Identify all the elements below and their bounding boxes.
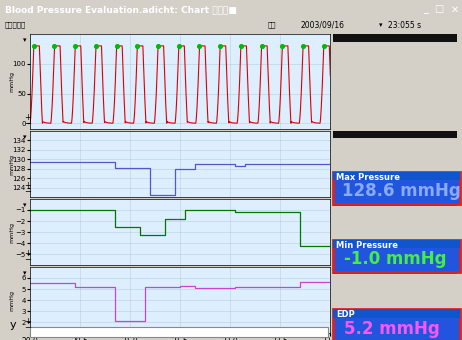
- Text: +: +: [24, 317, 31, 326]
- Point: [92, 43, 100, 49]
- Text: ▾: ▾: [23, 134, 27, 140]
- Point: [154, 43, 162, 49]
- Text: y: y: [9, 320, 16, 330]
- Text: ▸ スタート: ▸ スタート: [337, 321, 364, 330]
- Text: ✕: ✕: [451, 4, 459, 14]
- Text: EDP: EDP: [335, 268, 347, 273]
- Point: [30, 43, 37, 49]
- Text: チャンネル: チャンネル: [5, 22, 26, 29]
- Text: +: +: [24, 249, 31, 258]
- Text: _: _: [423, 4, 427, 14]
- Text: ▾: ▾: [23, 37, 27, 44]
- Text: 128.6 mmHg: 128.6 mmHg: [342, 182, 461, 200]
- Text: □: □: [434, 4, 444, 14]
- Bar: [30, 327, 328, 337]
- Text: Min Pressure: Min Pressure: [335, 200, 375, 205]
- Text: mmHg: mmHg: [9, 222, 14, 242]
- Point: [175, 43, 182, 49]
- Text: Min Pressure: Min Pressure: [336, 241, 398, 250]
- Text: ▾: ▾: [23, 270, 27, 276]
- Text: Max Pressure: Max Pressure: [336, 173, 401, 182]
- Text: 23:055 s: 23:055 s: [388, 21, 421, 30]
- Text: −: −: [24, 256, 31, 265]
- Text: ▾-1.0 mmHg: ▾-1.0 mmHg: [335, 200, 376, 206]
- Point: [258, 43, 265, 49]
- Text: Max Pressure: Max Pressure: [335, 132, 377, 137]
- Point: [196, 43, 203, 49]
- Text: −: −: [24, 120, 31, 129]
- Point: [51, 43, 58, 49]
- Point: [279, 43, 286, 49]
- Text: 追加: 追加: [268, 22, 276, 29]
- Text: +: +: [24, 181, 31, 190]
- Text: Ventricular Pressure: Ventricular Pressure: [335, 36, 398, 40]
- Point: [113, 43, 120, 49]
- Text: -1.0 mmHg: -1.0 mmHg: [344, 250, 447, 268]
- Text: ▾5.2 mmHg: ▾5.2 mmHg: [335, 268, 373, 274]
- Text: EDP: EDP: [336, 310, 355, 319]
- Text: 5.2 mmHg: 5.2 mmHg: [344, 320, 440, 338]
- Point: [217, 43, 224, 49]
- Text: Blood Pressure Evaluation.adicht: Chart ビュー■: Blood Pressure Evaluation.adicht: Chart …: [5, 5, 237, 14]
- Point: [237, 43, 244, 49]
- Text: mmHg: mmHg: [9, 71, 14, 92]
- Point: [134, 43, 141, 49]
- Text: mmHg: mmHg: [9, 290, 14, 310]
- Text: 2003/09/16: 2003/09/16: [300, 21, 344, 30]
- Text: −: −: [24, 188, 31, 197]
- Text: ▾: ▾: [379, 22, 383, 28]
- Text: ▾129.20 mmHg: ▾129.20 mmHg: [335, 36, 386, 42]
- Text: ▾: ▾: [23, 202, 27, 208]
- Text: −: −: [24, 324, 31, 333]
- Text: ▾128.6 mmHg: ▾128.6 mmHg: [335, 132, 382, 138]
- Text: mmHg: mmHg: [9, 154, 14, 174]
- Point: [320, 43, 328, 49]
- Text: +: +: [24, 113, 31, 122]
- Point: [299, 43, 307, 49]
- Point: [72, 43, 79, 49]
